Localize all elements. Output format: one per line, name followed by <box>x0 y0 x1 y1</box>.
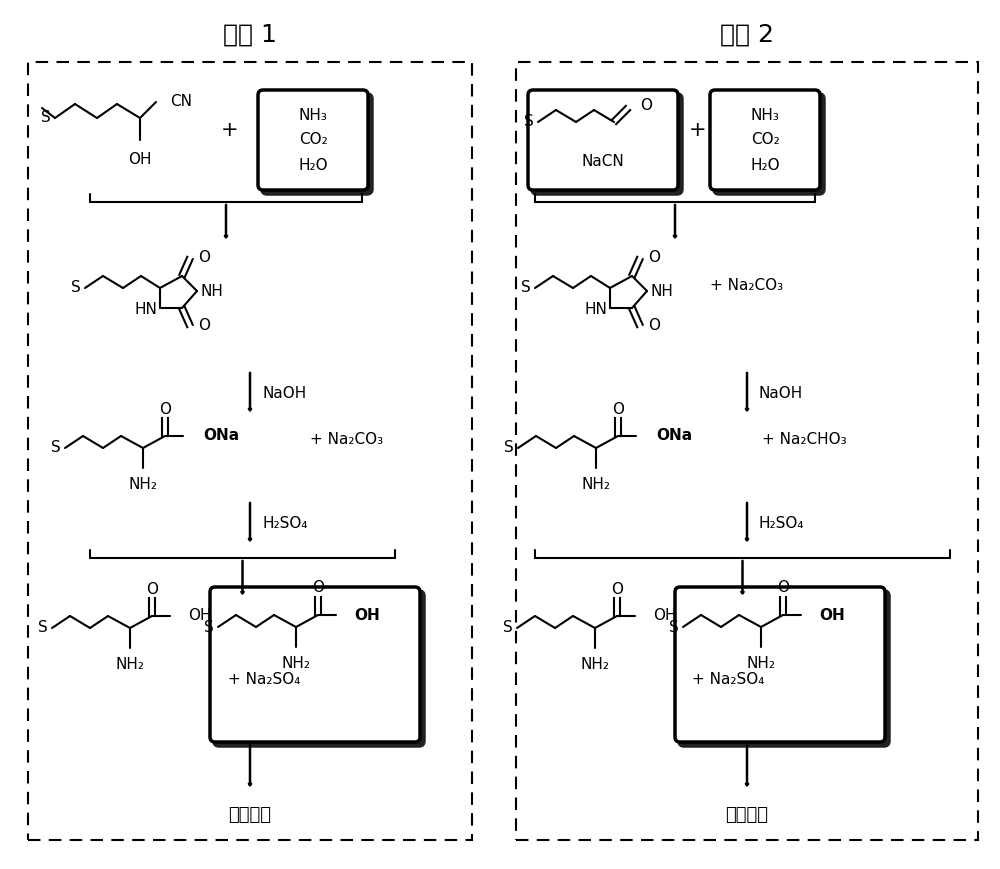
Text: S: S <box>38 620 48 635</box>
Text: + Na₂CO₃: + Na₂CO₃ <box>710 277 783 293</box>
Text: O: O <box>777 580 789 595</box>
Text: HN: HN <box>134 302 157 316</box>
Text: O: O <box>312 580 324 595</box>
Text: H₂SO₄: H₂SO₄ <box>759 515 804 530</box>
Text: NH₂: NH₂ <box>128 477 158 492</box>
Text: NH₂: NH₂ <box>282 656 310 671</box>
Text: NH₂: NH₂ <box>116 657 144 672</box>
Text: CN: CN <box>170 94 192 109</box>
Text: S: S <box>504 441 514 455</box>
Text: + Na₂CO₃: + Na₂CO₃ <box>310 433 383 448</box>
Text: +: + <box>689 120 707 140</box>
Text: ONa: ONa <box>656 428 692 443</box>
Text: O: O <box>146 581 158 596</box>
FancyBboxPatch shape <box>210 587 420 742</box>
Text: O: O <box>159 401 171 416</box>
FancyBboxPatch shape <box>214 591 424 746</box>
Text: O: O <box>198 319 210 334</box>
Text: O: O <box>648 319 660 334</box>
Text: OH: OH <box>819 607 845 622</box>
Text: S: S <box>503 620 513 635</box>
Text: ONa: ONa <box>203 428 239 443</box>
Text: OH: OH <box>128 152 152 167</box>
Text: CO₂: CO₂ <box>751 132 779 148</box>
Text: O: O <box>611 581 623 596</box>
Text: H₂O: H₂O <box>298 157 328 173</box>
Text: 色谱分离: 色谱分离 <box>228 806 272 824</box>
Text: NH₂: NH₂ <box>582 477 610 492</box>
Text: OH: OH <box>354 607 380 622</box>
Text: NH₃: NH₃ <box>751 108 779 123</box>
FancyBboxPatch shape <box>714 94 824 194</box>
Text: H₂O: H₂O <box>750 157 780 173</box>
FancyBboxPatch shape <box>679 591 889 746</box>
Text: NH₂: NH₂ <box>746 656 776 671</box>
FancyBboxPatch shape <box>710 90 820 190</box>
Text: OH: OH <box>653 608 676 623</box>
Text: + Na₂SO₄: + Na₂SO₄ <box>692 673 764 687</box>
Text: S: S <box>524 115 534 129</box>
Bar <box>28 62 472 840</box>
Text: S: S <box>71 281 81 295</box>
FancyBboxPatch shape <box>675 587 885 742</box>
Text: S: S <box>669 620 679 634</box>
Text: O: O <box>640 98 652 114</box>
Text: NaCN: NaCN <box>582 155 624 169</box>
Bar <box>516 62 978 840</box>
FancyBboxPatch shape <box>528 90 678 190</box>
Text: O: O <box>198 250 210 266</box>
FancyBboxPatch shape <box>262 94 372 194</box>
Text: NH₂: NH₂ <box>580 657 610 672</box>
FancyBboxPatch shape <box>258 90 368 190</box>
Text: S: S <box>204 620 214 634</box>
Text: OH: OH <box>188 608 212 623</box>
Text: O: O <box>648 250 660 266</box>
Text: +: + <box>221 120 239 140</box>
Text: S: S <box>521 281 531 295</box>
Text: 色谱分离: 色谱分离 <box>726 806 768 824</box>
Text: CO₂: CO₂ <box>299 132 327 148</box>
Text: 方式 1: 方式 1 <box>223 23 277 47</box>
Text: S: S <box>41 110 51 125</box>
Text: 方式 2: 方式 2 <box>720 23 774 47</box>
Text: NaOH: NaOH <box>262 386 306 401</box>
Text: HN: HN <box>584 302 607 316</box>
Text: S: S <box>51 441 61 455</box>
Text: H₂SO₄: H₂SO₄ <box>262 515 308 530</box>
Text: NH: NH <box>200 284 223 300</box>
Text: + Na₂CHO₃: + Na₂CHO₃ <box>762 433 847 448</box>
Text: NH₃: NH₃ <box>299 108 327 123</box>
Text: NH: NH <box>650 284 673 300</box>
Text: + Na₂SO₄: + Na₂SO₄ <box>228 673 300 687</box>
Text: NaOH: NaOH <box>759 386 803 401</box>
FancyBboxPatch shape <box>532 94 682 194</box>
Text: O: O <box>612 401 624 416</box>
